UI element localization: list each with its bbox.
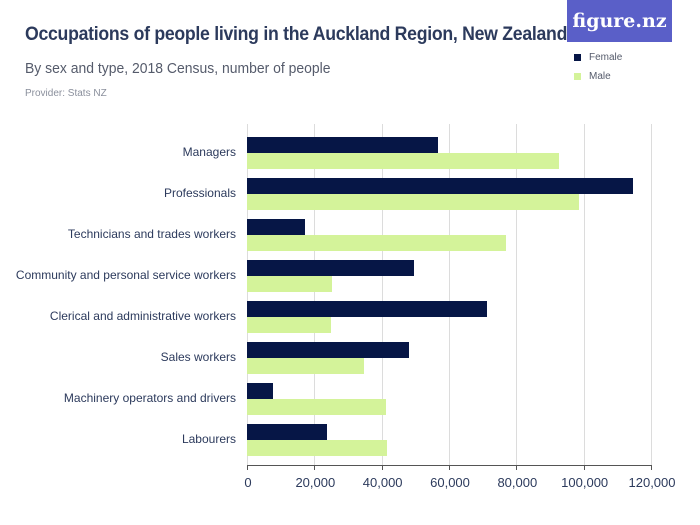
bar-female[interactable] [247, 178, 634, 194]
category-label: Professionals [163, 186, 236, 200]
bar-male[interactable] [247, 235, 507, 251]
legend-item-female: Female [574, 48, 622, 67]
category-label: Machinery operators and drivers [63, 391, 236, 405]
figure-nz-logo[interactable]: figure.nz [567, 0, 672, 42]
category-label: Labourers [181, 432, 236, 446]
male-swatch-icon [574, 73, 581, 80]
x-tick [516, 465, 518, 470]
bar-male[interactable] [247, 358, 365, 374]
x-tick-label: 20,000 [295, 475, 336, 490]
bar-male[interactable] [247, 276, 333, 292]
chart-subtitle: By sex and type, 2018 Census, number of … [25, 60, 331, 77]
category-label: Managers [182, 145, 236, 159]
bar-female[interactable] [247, 260, 414, 276]
category-label: Sales workers [160, 350, 236, 364]
gridline [449, 124, 450, 465]
bar-male[interactable] [247, 440, 388, 456]
category-label: Community and personal service workers [15, 268, 236, 282]
gridline [516, 124, 518, 465]
chart-title: Occupations of people living in the Auck… [25, 24, 568, 45]
legend-label: Male [589, 71, 611, 82]
bar-male[interactable] [247, 153, 560, 169]
category-label: Clerical and administrative workers [49, 309, 236, 323]
legend-label: Female [589, 52, 623, 63]
x-tick [381, 465, 383, 470]
gridline [381, 124, 383, 465]
x-tick-label: 0 [244, 475, 252, 490]
bar-female[interactable] [247, 383, 273, 399]
bar-male[interactable] [247, 317, 332, 333]
gridline [583, 124, 585, 465]
x-tick-label: 40,000 [362, 475, 403, 490]
x-tick-label: 80,000 [497, 475, 538, 490]
x-tick [449, 465, 450, 470]
bar-female[interactable] [247, 424, 328, 440]
x-tick [583, 465, 585, 470]
bar-female[interactable] [247, 137, 438, 153]
bar-male[interactable] [247, 194, 580, 210]
x-tick-label: 60,000 [430, 475, 470, 490]
legend-item-male: Male [574, 67, 622, 86]
bar-female[interactable] [247, 301, 488, 317]
bar-female[interactable] [247, 219, 306, 235]
x-tick [651, 465, 652, 470]
bar-male[interactable] [247, 399, 387, 415]
x-tick-label: 100,000 [561, 475, 609, 490]
plot-area [247, 124, 652, 465]
provider-credit: Provider: Stats NZ [25, 88, 107, 99]
gridline [247, 124, 248, 465]
female-swatch-icon [574, 54, 581, 61]
bar-female[interactable] [247, 342, 409, 358]
x-tick [314, 465, 316, 470]
x-tick-label: 120,000 [628, 475, 676, 490]
gridline [314, 124, 316, 465]
category-label: Technicians and trades workers [67, 227, 236, 241]
gridline [651, 124, 652, 465]
x-tick [247, 465, 248, 470]
legend: Female Male [574, 48, 622, 86]
